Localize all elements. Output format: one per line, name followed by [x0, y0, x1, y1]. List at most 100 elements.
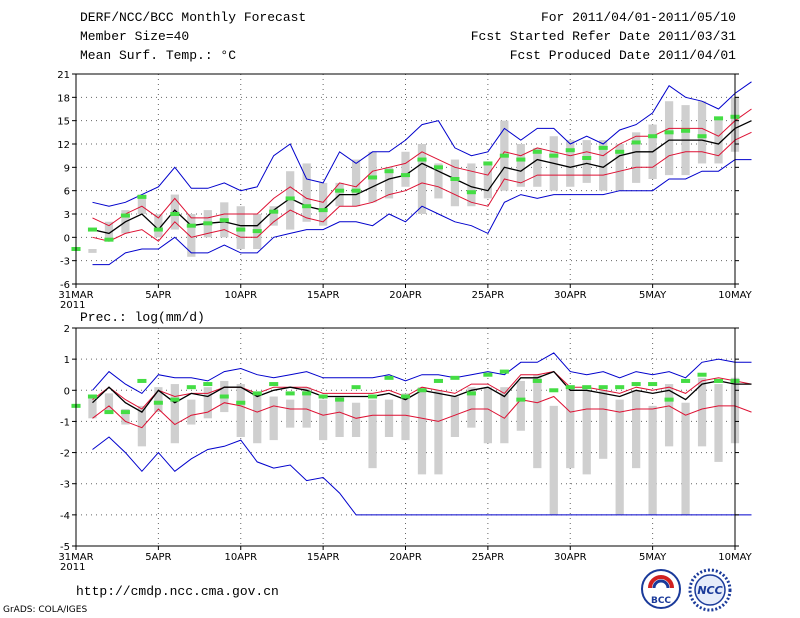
- observed-marker: [153, 400, 163, 405]
- ensemble-box: [170, 384, 179, 444]
- ensemble-box: [302, 387, 311, 428]
- member-size-label: Member Size=40: [80, 29, 190, 44]
- ensemble-box: [582, 140, 591, 183]
- y-tick-label: -5: [60, 542, 70, 553]
- ensemble-box: [566, 140, 575, 187]
- ensemble-box: [319, 182, 328, 226]
- ensemble-box: [714, 116, 723, 164]
- observed-marker: [565, 385, 575, 390]
- ensemble-box: [401, 393, 410, 441]
- ensemble-box: [351, 159, 361, 207]
- observed-marker: [302, 204, 312, 209]
- ensemble-box: [664, 101, 674, 176]
- ensemble-box: [154, 214, 163, 238]
- ensemble-box: [599, 140, 608, 191]
- y-tick-label: 1: [64, 355, 70, 366]
- y-tick-label: 21: [57, 70, 70, 81]
- y-tick-label: 0: [64, 233, 70, 244]
- observed-marker: [681, 128, 691, 133]
- ensemble-box: [483, 163, 492, 199]
- x-tick-label: 30APR: [554, 552, 587, 563]
- ensemble-box: [615, 399, 624, 515]
- series-spread-upper: [92, 108, 752, 227]
- ensemble-box: [697, 377, 707, 447]
- observed-marker: [549, 388, 559, 393]
- observed-marker: [335, 188, 345, 193]
- y-tick-label: -4: [60, 511, 70, 522]
- observed-marker: [219, 218, 229, 223]
- ensemble-box: [269, 396, 278, 441]
- observed-marker: [615, 149, 625, 154]
- observed-marker: [664, 397, 674, 402]
- ensemble-box: [417, 387, 427, 475]
- x-tick-year: 2011: [60, 300, 85, 311]
- observed-marker: [499, 153, 509, 158]
- observed-marker: [516, 157, 526, 162]
- y-tick-label: 2: [64, 324, 70, 335]
- variable-label: Mean Surf. Temp.: °C: [80, 48, 237, 63]
- observed-marker: [598, 145, 608, 150]
- observed-marker: [615, 385, 625, 390]
- observed-marker: [400, 394, 411, 399]
- y-tick-label: 0: [64, 386, 70, 397]
- observed-marker: [466, 391, 476, 396]
- ensemble-box: [368, 399, 377, 469]
- observed-marker: [648, 382, 658, 387]
- observed-marker: [549, 153, 559, 158]
- observed-marker: [598, 385, 608, 390]
- ensemble-box: [648, 405, 657, 515]
- ensemble-box: [434, 390, 443, 475]
- observed-marker: [516, 397, 526, 402]
- bcc-logo-text: BCC: [651, 596, 671, 606]
- ensemble-box: [632, 390, 641, 469]
- observed-marker: [417, 157, 427, 162]
- observed-marker: [631, 140, 641, 145]
- x-tick-label: 5MAY: [639, 552, 667, 563]
- observed-marker: [400, 173, 411, 178]
- ensemble-box: [351, 402, 361, 437]
- bcc-logo: BCC: [641, 569, 681, 609]
- ensemble-box: [104, 221, 114, 242]
- observed-marker: [565, 148, 575, 153]
- ensemble-box: [401, 151, 410, 187]
- y-tick-label: -2: [60, 449, 70, 460]
- observed-marker: [269, 209, 279, 214]
- observed-marker: [532, 149, 542, 154]
- ensemble-box: [681, 402, 690, 515]
- observed-marker: [137, 194, 147, 199]
- observed-marker: [120, 213, 130, 218]
- ensemble-box: [319, 399, 328, 441]
- series-ensemble-mean: [92, 120, 752, 235]
- ensemble-box: [384, 167, 394, 199]
- observed-marker: [433, 378, 443, 383]
- ensemble-box: [154, 387, 163, 413]
- x-tick-label: 25APR: [472, 552, 505, 563]
- observed-marker: [285, 196, 295, 201]
- observed-marker: [384, 375, 394, 380]
- observed-marker: [681, 378, 691, 383]
- ensemble-box: [615, 144, 624, 191]
- series-ensemble-min: [92, 436, 752, 516]
- observed-marker: [87, 394, 98, 399]
- observed-marker: [203, 221, 213, 226]
- observed-marker: [186, 385, 196, 390]
- ensemble-box: [286, 399, 295, 428]
- observed-marker: [120, 410, 130, 415]
- x-tick-year: 2011: [60, 562, 85, 573]
- x-tick-label: 31MAR: [58, 552, 93, 563]
- ncc-logo-text: NCC: [697, 584, 722, 597]
- observed-marker: [664, 130, 674, 135]
- y-tick-label: 3: [64, 210, 70, 221]
- ensemble-box: [253, 393, 262, 444]
- observed-marker: [450, 177, 460, 181]
- ensemble-box: [549, 405, 558, 515]
- series-ensemble-max: [92, 352, 752, 395]
- ensemble-box: [434, 163, 443, 199]
- observed-marker: [466, 190, 476, 195]
- ensemble-box: [599, 390, 608, 459]
- series-spread-lower: [92, 131, 752, 242]
- ensemble-box: [500, 387, 509, 444]
- x-tick-label: 5MAY: [639, 290, 667, 301]
- observed-marker: [351, 188, 361, 193]
